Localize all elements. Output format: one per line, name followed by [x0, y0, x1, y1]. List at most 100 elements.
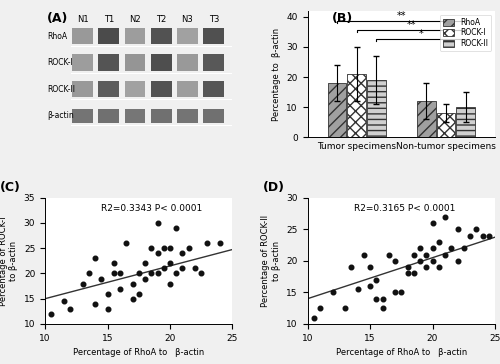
Point — [104, 306, 112, 312]
Point — [160, 245, 168, 251]
Text: (C): (C) — [0, 181, 21, 194]
Bar — [72, 28, 93, 44]
Point — [147, 245, 155, 251]
Point — [435, 264, 443, 270]
Point — [422, 252, 430, 257]
Point — [404, 264, 411, 270]
Point — [410, 252, 418, 257]
Point — [428, 220, 436, 226]
Bar — [151, 55, 172, 71]
Y-axis label: Percentage of ROCK-II
to β-actin: Percentage of ROCK-II to β-actin — [262, 215, 280, 307]
Point — [97, 276, 106, 281]
Point — [485, 233, 493, 238]
Text: **: ** — [396, 11, 406, 20]
Y-axis label: Percentage to  β-actin: Percentage to β-actin — [272, 27, 280, 120]
Point — [454, 258, 462, 264]
Point — [84, 270, 93, 276]
Point — [466, 233, 474, 238]
Point — [435, 239, 443, 245]
Point — [328, 289, 336, 295]
Point — [166, 245, 174, 251]
Point — [60, 298, 68, 304]
Point — [141, 276, 149, 281]
Point — [416, 245, 424, 251]
Text: (B): (B) — [332, 12, 353, 24]
Point — [472, 226, 480, 232]
Point — [354, 286, 362, 292]
Point — [391, 258, 399, 264]
Point — [341, 305, 349, 311]
Point — [378, 305, 386, 311]
Bar — [177, 109, 198, 123]
Point — [360, 252, 368, 257]
Text: T2: T2 — [156, 15, 166, 24]
Point — [441, 214, 449, 219]
Point — [135, 270, 143, 276]
Point — [216, 240, 224, 246]
Point — [160, 265, 168, 271]
Text: ROCK-I: ROCK-I — [47, 58, 72, 67]
Bar — [204, 109, 224, 123]
Point — [166, 281, 174, 286]
Point — [172, 225, 180, 231]
Point — [78, 281, 86, 286]
Point — [410, 270, 418, 276]
Point — [310, 315, 318, 321]
Text: R2=0.3343 P< 0.0001: R2=0.3343 P< 0.0001 — [101, 204, 202, 213]
Point — [66, 306, 74, 312]
Bar — [436, 113, 456, 137]
Text: *: * — [418, 28, 424, 39]
Point — [147, 270, 155, 276]
Bar — [72, 55, 93, 71]
Bar — [151, 109, 172, 123]
Bar — [177, 81, 198, 98]
Bar — [417, 101, 436, 137]
Point — [316, 305, 324, 311]
Point — [47, 311, 56, 317]
Point — [372, 296, 380, 302]
Bar — [204, 55, 224, 71]
Point — [366, 264, 374, 270]
Point — [404, 270, 411, 276]
Text: RhoA: RhoA — [47, 32, 67, 41]
Point — [178, 265, 186, 271]
Point — [91, 301, 99, 307]
Text: N1: N1 — [76, 15, 88, 24]
Point — [441, 252, 449, 257]
Point — [454, 226, 462, 232]
X-axis label: Percentage of RhoA to   β-actin: Percentage of RhoA to β-actin — [73, 348, 204, 357]
Point — [391, 289, 399, 295]
Bar — [72, 109, 93, 123]
Point — [184, 245, 192, 251]
Point — [154, 270, 162, 276]
Point — [428, 258, 436, 264]
Bar — [456, 107, 475, 137]
Point — [128, 281, 136, 286]
Point — [428, 245, 436, 251]
Bar — [72, 81, 93, 98]
Bar — [204, 28, 224, 44]
Point — [191, 265, 199, 271]
Point — [378, 296, 386, 302]
Point — [116, 270, 124, 276]
Text: N3: N3 — [182, 15, 194, 24]
Point — [385, 252, 393, 257]
Text: T3: T3 — [208, 15, 219, 24]
Bar — [177, 55, 198, 71]
Text: ROCK-II: ROCK-II — [47, 85, 75, 94]
Point — [154, 220, 162, 226]
Point — [422, 264, 430, 270]
Point — [128, 296, 136, 302]
Text: R2=0.3165 P< 0.0001: R2=0.3165 P< 0.0001 — [354, 204, 456, 213]
Text: β-actin: β-actin — [47, 111, 74, 120]
X-axis label: Percentage of RhoA to   β-actin: Percentage of RhoA to β-actin — [336, 348, 467, 357]
Point — [347, 264, 355, 270]
Point — [447, 245, 455, 251]
Point — [116, 286, 124, 292]
Bar — [98, 55, 119, 71]
Bar — [204, 81, 224, 98]
Point — [372, 277, 380, 283]
Bar — [124, 81, 146, 98]
Point — [478, 233, 486, 238]
Bar — [151, 28, 172, 44]
